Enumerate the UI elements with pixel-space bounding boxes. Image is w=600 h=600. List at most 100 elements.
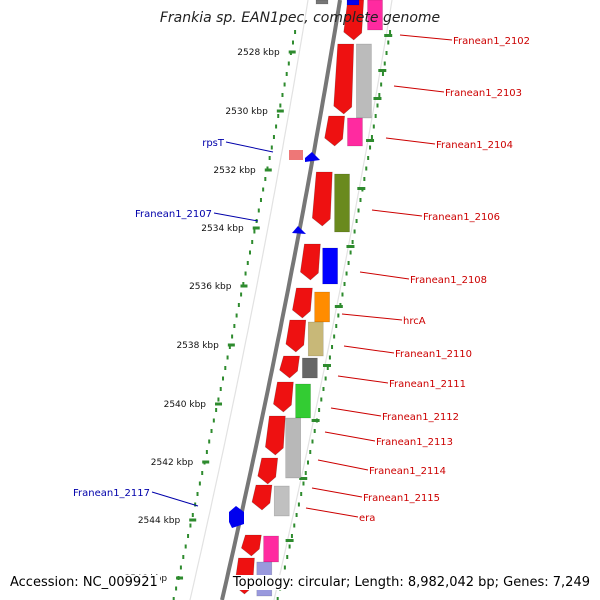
ring-dot [328, 355, 331, 360]
annotation-block [367, 0, 383, 31]
gene-label: Franean1_2106 [423, 212, 500, 223]
accession-text: Accession: NC_009921 [8, 575, 160, 590]
leader-line [213, 212, 259, 222]
band-edge [273, 0, 393, 600]
ring-dot [270, 145, 273, 150]
ring-dot [293, 523, 296, 528]
leader-line [359, 271, 410, 280]
annotation-block [295, 383, 311, 419]
ring-tick [285, 539, 294, 542]
gene-label: Franean1_2112 [382, 412, 459, 423]
ring-dot [179, 565, 182, 570]
ring-dot [313, 429, 316, 433]
annotation-block [347, 117, 363, 147]
rna-feature [305, 152, 320, 162]
ring-dot [331, 345, 334, 349]
ring-tick [311, 419, 320, 422]
leader-line [311, 487, 363, 498]
ring-dot [372, 124, 375, 129]
map-footer: Accession: NC_009921 Topology: circular;… [8, 575, 592, 590]
ring-dot [349, 250, 352, 255]
gene-label: Franean1_2108 [410, 275, 487, 286]
ring-dot [285, 72, 288, 76]
ring-dot [224, 366, 227, 370]
rna-feature [292, 226, 306, 234]
ring-dot [222, 376, 225, 381]
ring-dot [385, 51, 388, 55]
scale-label: 2542 kbp [151, 458, 194, 468]
annotation-block [263, 535, 279, 563]
ring-dot [201, 471, 204, 475]
ring-dot [194, 502, 197, 507]
ring-tick [378, 69, 387, 72]
ring-dot [363, 177, 366, 181]
cds-arrow [343, 0, 365, 41]
leader-line [225, 141, 274, 153]
ring-dot [281, 93, 284, 97]
ring-dot [219, 387, 222, 391]
ring-dot [217, 397, 220, 402]
cds-arrow [273, 381, 294, 413]
ring-dot [279, 103, 282, 108]
ring-dot [248, 250, 251, 255]
cds-arrow [265, 415, 286, 456]
cds-arrow [251, 484, 273, 511]
ring-dot [226, 355, 229, 360]
scale-label: 2540 kbp [164, 400, 207, 410]
band-edge [189, 0, 309, 600]
ring-dot [276, 597, 279, 600]
annotation-block [302, 357, 318, 379]
ring-dot [304, 471, 307, 475]
ring-dot [294, 30, 297, 34]
ring-dot [205, 450, 208, 454]
ring-dot [380, 82, 383, 87]
genome-summary-text: Topology: circular; Length: 8,982,042 bp… [230, 575, 592, 590]
gene-label: Franean1_2114 [369, 466, 446, 477]
scale-label: 2534 kbp [201, 224, 244, 234]
ring-dot [369, 145, 372, 150]
cds-arrow [292, 287, 313, 319]
gene-label: Franean1_2110 [395, 349, 472, 360]
ring-dot [337, 313, 340, 318]
ring-dot [297, 502, 300, 507]
ring-dot [291, 40, 294, 45]
annotation-block [307, 321, 324, 357]
leader-line [399, 34, 453, 41]
leader-line [371, 209, 423, 217]
scale-tick [227, 343, 235, 347]
ring-dot [172, 597, 175, 600]
ring-dot [262, 187, 265, 192]
ring-dot [322, 387, 325, 391]
ring-dot [264, 177, 267, 181]
cds-arrow [324, 115, 345, 147]
ring-dot [367, 156, 370, 160]
ring-dot [268, 156, 271, 160]
ring-dot [187, 534, 190, 538]
ring-dot [215, 408, 218, 412]
cds-arrow [241, 534, 262, 557]
ring-tick [346, 245, 355, 248]
leader-line [305, 507, 359, 518]
scale-tick [240, 284, 248, 288]
scale-label: 2536 kbp [189, 282, 232, 292]
gene-label: Franean1_2111 [389, 379, 466, 390]
ring-dot [376, 103, 379, 108]
scale-tick [202, 460, 210, 464]
ring-dot [365, 166, 368, 171]
scale-label: 2530 kbp [225, 107, 268, 117]
ring-dot [208, 439, 211, 444]
leader-line [317, 459, 369, 471]
ring-dot [355, 219, 358, 223]
ring-dot [324, 376, 327, 381]
ring-tick [384, 34, 393, 37]
ring-dot [374, 114, 377, 118]
ring-tick [322, 364, 331, 367]
scale-label: 2538 kbp [176, 341, 219, 351]
ring-dot [287, 61, 290, 66]
ring-dot [309, 450, 312, 454]
gene-label: Franean1_2113 [376, 437, 453, 448]
scale-tick [176, 576, 184, 580]
rna-feature [289, 150, 303, 160]
scale-tick [276, 109, 284, 113]
